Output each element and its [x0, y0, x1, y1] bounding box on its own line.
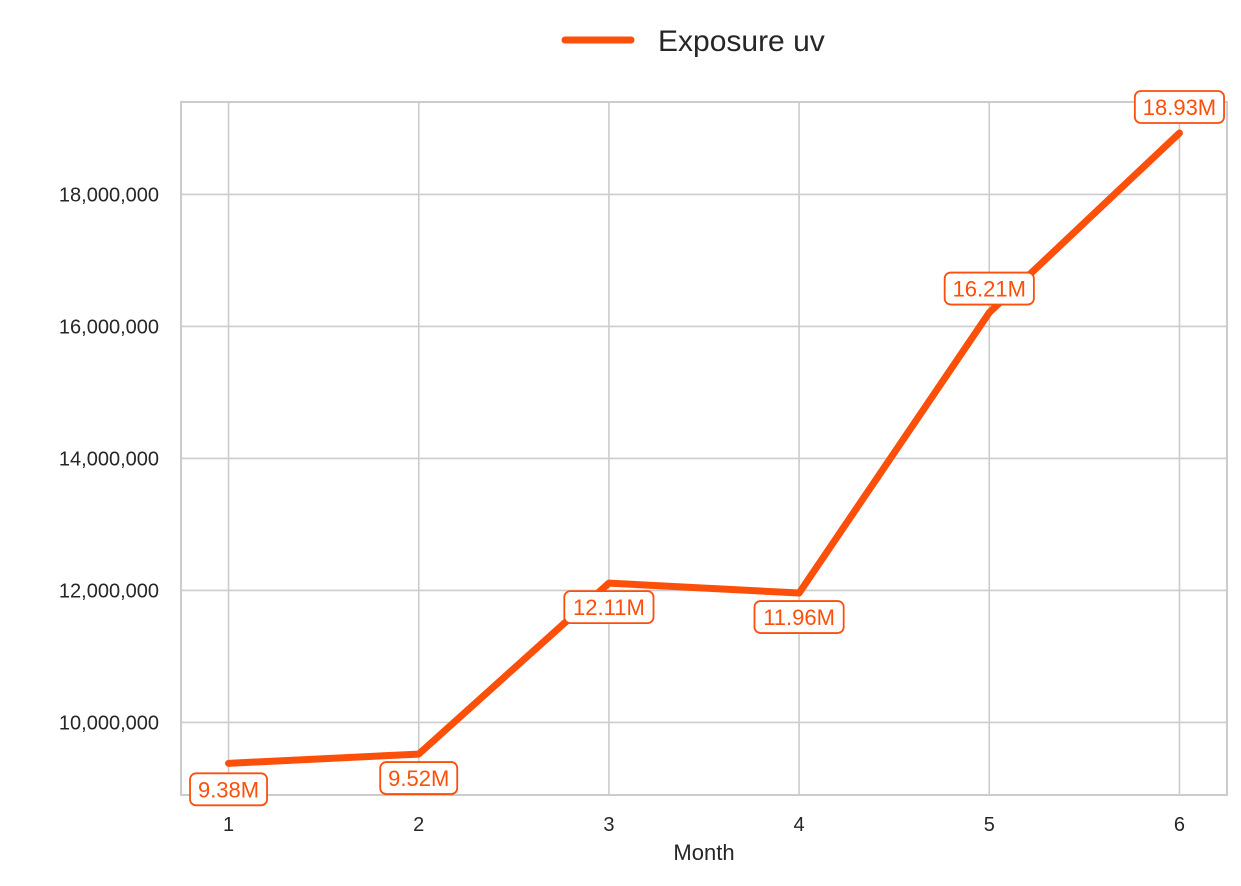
legend-label: Exposure uv	[658, 25, 825, 58]
data-label-box	[753, 600, 845, 634]
x-tick-label: 1	[223, 814, 234, 836]
y-tick-label: 18,000,000	[59, 184, 159, 206]
x-tick-label: 4	[794, 814, 805, 836]
y-tick-label: 14,000,000	[59, 448, 159, 470]
data-label-box	[1133, 90, 1225, 124]
grid	[181, 102, 1227, 795]
data-labels: 9.38M 9.52M 12.11M 11.96M 16.21M 18.93M	[189, 90, 1225, 807]
x-tick-label: 3	[603, 814, 614, 836]
series-layer	[225, 129, 1183, 767]
data-label: 11.96M	[753, 600, 845, 634]
data-label-text: 11.96M	[763, 605, 835, 630]
data-label-text: 18.93M	[1143, 95, 1216, 120]
data-label: 9.38M	[189, 772, 268, 807]
legend: Exposure uv	[561, 25, 825, 58]
data-label-text: 16.21M	[953, 277, 1026, 302]
legend-item: Exposure uv	[561, 25, 825, 58]
data-label-text: 9.52M	[388, 766, 449, 791]
data-label-text: 12.11M	[573, 595, 645, 620]
plot-frame	[180, 101, 1228, 796]
x-tick-label: 5	[984, 814, 995, 836]
data-label-box	[379, 761, 459, 795]
data-label-box	[189, 772, 268, 807]
data-label-box	[563, 590, 655, 625]
data-label: 16.21M	[943, 271, 1035, 306]
x-tick-label: 2	[413, 814, 424, 836]
y-tick-label: 10,000,000	[59, 712, 159, 734]
y-tick-label: 16,000,000	[59, 316, 159, 338]
x-tick-label: 6	[1174, 814, 1185, 836]
data-label: 12.11M	[563, 590, 655, 625]
data-label: 18.93M	[1133, 90, 1225, 124]
data-label-text: 9.38M	[198, 777, 259, 802]
y-tick-label: 12,000,000	[59, 580, 159, 602]
series-line	[225, 129, 1183, 767]
x-axis-label: Month	[673, 840, 734, 865]
data-label: 9.52M	[379, 761, 459, 795]
axes: 1 2 3 4 5 6 10,000,000 12,000,000 14,000,000 16,0…	[59, 101, 1228, 836]
data-label-box	[943, 271, 1035, 306]
